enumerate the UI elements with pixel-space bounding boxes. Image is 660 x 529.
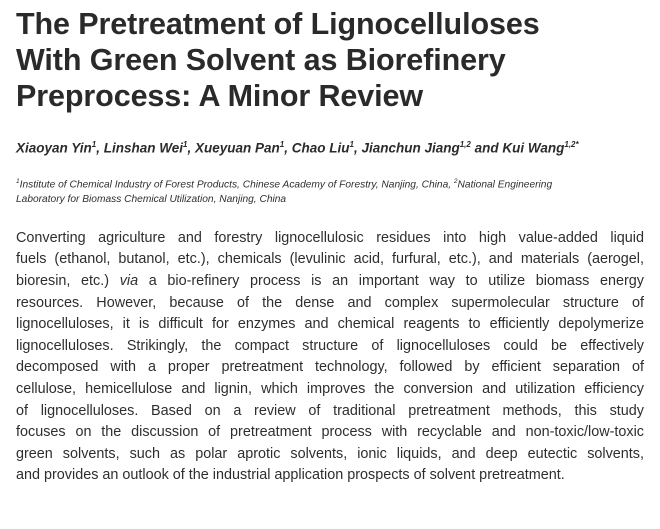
- title-line-3: Preprocess: A Minor Review: [16, 79, 424, 113]
- author-list: Xiaoyan Yin1, Linshan Wei1, Xueyuan Pan1…: [16, 136, 644, 158]
- affiliation-text: Institute of Chemical Industry of Forest…: [19, 178, 454, 190]
- author-affiliation-mark: 1: [183, 140, 188, 149]
- author-name[interactable]: Kui Wang: [502, 140, 565, 156]
- paper-title: The Pretreatment of Lignocelluloses With…: [16, 6, 644, 114]
- abstract-line: and provides an outlook of the industria…: [16, 467, 565, 484]
- abstract-line: of lignocelluloses. Based on a review of…: [16, 402, 644, 419]
- abstract-line: green solvents, such as polar aprotic so…: [16, 445, 644, 462]
- article-header: The Pretreatment of Lignocelluloses With…: [16, 6, 644, 487]
- abstract-line: focuses on the discussion of pretreatmen…: [16, 424, 644, 441]
- author-affiliation-mark: 1: [349, 140, 354, 149]
- abstract-line: Converting agriculture and forestry lign…: [16, 229, 644, 246]
- affiliation-mark: 2: [453, 177, 458, 185]
- affiliation-mark: 1: [16, 177, 20, 185]
- author-name[interactable]: Xiaoyan Yin: [16, 140, 92, 156]
- abstract-italic-via: via: [119, 273, 139, 290]
- abstract-line: bioresin, etc.) via a bio-refinery proce…: [16, 271, 644, 293]
- author-name[interactable]: Xueyuan Pan: [194, 140, 280, 156]
- abstract: Converting agriculture and forestry lign…: [16, 228, 644, 487]
- affiliation-line-1: 1Institute of Chemical Industry of Fores…: [16, 174, 644, 192]
- abstract-text: a bio-refinery process is an important w…: [138, 273, 644, 290]
- affiliation-line-2: Laboratory for Biomass Chemical Utilizat…: [16, 193, 287, 205]
- affiliation-text: National Engineering: [457, 178, 553, 190]
- author-affiliation-mark: 1,2: [459, 140, 471, 149]
- author-separator: ,: [284, 140, 292, 156]
- author-separator: ,: [187, 140, 195, 156]
- abstract-line: resources. However, because of the dense…: [16, 294, 644, 311]
- abstract-line: fuels (ethanol, butanol, etc.), chemical…: [16, 251, 644, 268]
- author-separator: ,: [96, 140, 104, 156]
- author-name[interactable]: Chao Liu: [291, 140, 350, 156]
- author-affiliation-mark: 1: [279, 140, 285, 149]
- abstract-line: lignocelluloses, it is difficult for enz…: [16, 316, 644, 333]
- title-line-1: The Pretreatment of Lignocelluloses: [16, 7, 540, 41]
- abstract-text: bioresin, etc.): [16, 273, 120, 290]
- title-line-2: With Green Solvent as Biorefinery: [16, 43, 506, 77]
- author-affiliation-mark: 1,2*: [564, 140, 579, 149]
- abstract-line: cellulose, hemicellulose and lignin, whi…: [16, 381, 644, 398]
- author-conjunction: and: [470, 140, 503, 156]
- affiliations: 1Institute of Chemical Industry of Fores…: [16, 174, 644, 207]
- author-name[interactable]: Linshan Wei: [103, 140, 184, 156]
- author-affiliation-mark: 1: [91, 140, 97, 149]
- abstract-line: decomposed with a proper pretreatment te…: [16, 359, 644, 376]
- author-separator: ,: [353, 140, 362, 156]
- author-name[interactable]: Jianchun Jiang: [361, 140, 460, 156]
- abstract-line: lignocelluloses. Strikingly, the compact…: [16, 337, 644, 354]
